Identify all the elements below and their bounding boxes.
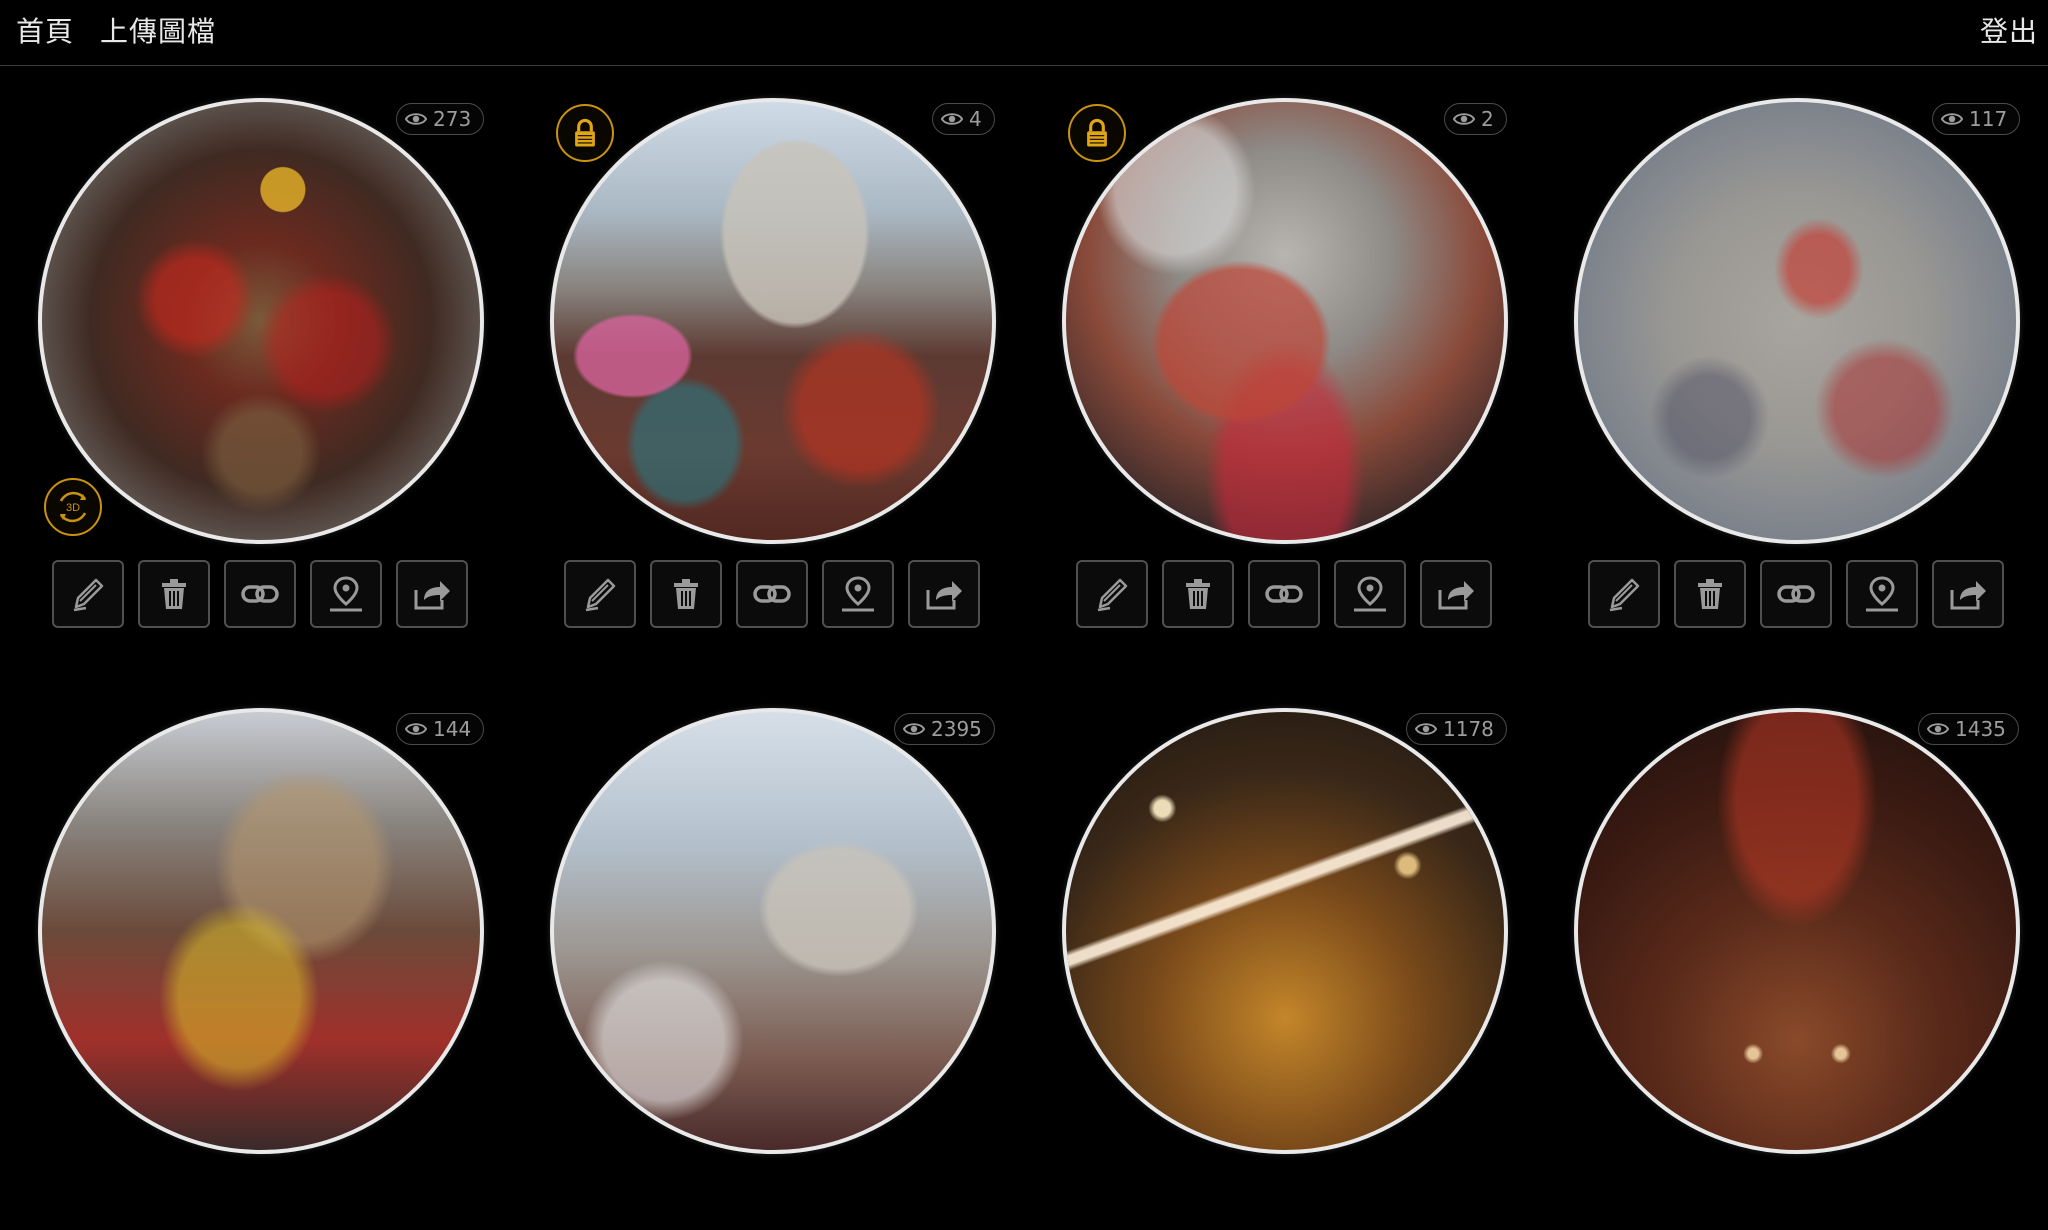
link-button[interactable]	[736, 560, 808, 628]
top-navigation-bar: 首頁 上傳圖檔 登出	[0, 0, 2048, 66]
link-icon	[753, 585, 791, 603]
delete-button[interactable]	[1674, 560, 1746, 628]
private-lock-badge	[556, 104, 614, 162]
trash-icon	[1698, 579, 1722, 609]
delete-button[interactable]	[138, 560, 210, 628]
share-icon	[414, 581, 450, 610]
pen-icon	[1097, 578, 1128, 612]
view-count-badge: 1435	[1918, 713, 2019, 745]
view-count: 1178	[1443, 717, 1494, 741]
panorama-thumbnail[interactable]	[38, 98, 484, 544]
map-pin-icon	[1866, 576, 1898, 612]
view-count: 4	[969, 107, 982, 131]
rotate-3d-icon: 3D	[59, 491, 87, 523]
location-button[interactable]	[1334, 560, 1406, 628]
photo-card: 117	[1536, 0, 2048, 628]
eye-icon	[941, 113, 963, 125]
view-count: 2395	[931, 717, 982, 741]
photo-card: 4	[512, 0, 1024, 628]
panorama-thumbnail[interactable]	[38, 708, 484, 1154]
link-button[interactable]	[1760, 560, 1832, 628]
share-button[interactable]	[396, 560, 468, 628]
3d-badge: 3D	[44, 478, 102, 536]
view-count: 2	[1481, 107, 1494, 131]
share-icon	[1438, 581, 1474, 610]
edit-button[interactable]	[1588, 560, 1660, 628]
photo-card: 2395	[512, 610, 1024, 1230]
map-pin-icon	[330, 576, 362, 612]
panorama-thumbnail[interactable]	[1062, 708, 1508, 1154]
location-button[interactable]	[822, 560, 894, 628]
eye-icon	[1453, 113, 1475, 125]
panorama-thumbnail[interactable]	[550, 98, 996, 544]
share-button[interactable]	[1932, 560, 2004, 628]
link-icon	[1777, 585, 1815, 603]
lock-icon	[1087, 118, 1107, 147]
view-count: 117	[1969, 107, 2008, 131]
share-icon	[926, 581, 962, 610]
3d-label: 3D	[66, 502, 80, 514]
nav-home-link[interactable]: 首頁	[16, 15, 75, 48]
link-button[interactable]	[1248, 560, 1320, 628]
location-button[interactable]	[1846, 560, 1918, 628]
photo-card: 273 3D	[0, 0, 512, 628]
trash-icon	[674, 579, 698, 609]
view-count: 1435	[1955, 717, 2006, 741]
share-button[interactable]	[908, 560, 980, 628]
eye-icon	[1927, 723, 1949, 735]
trash-icon	[1186, 579, 1210, 609]
photo-card: 2	[1024, 0, 1536, 628]
view-count-badge: 4	[932, 103, 995, 135]
view-count-badge: 2	[1444, 103, 1507, 135]
edit-button[interactable]	[1076, 560, 1148, 628]
eye-icon	[903, 723, 925, 735]
view-count: 144	[433, 717, 472, 741]
view-count-badge: 144	[396, 713, 485, 745]
panorama-thumbnail[interactable]	[1574, 98, 2020, 544]
map-pin-icon	[842, 576, 874, 612]
share-button[interactable]	[1420, 560, 1492, 628]
edit-button[interactable]	[564, 560, 636, 628]
eye-icon	[405, 723, 427, 735]
pen-icon	[1609, 578, 1640, 612]
photo-card: 1435	[1536, 610, 2048, 1230]
lock-icon	[575, 118, 595, 147]
view-count-badge: 2395	[894, 713, 995, 745]
view-count-badge: 117	[1932, 103, 2021, 135]
panorama-thumbnail[interactable]	[550, 708, 996, 1154]
view-count: 273	[433, 107, 472, 131]
private-lock-badge	[1068, 104, 1126, 162]
share-icon	[1950, 581, 1986, 610]
panorama-thumbnail[interactable]	[1574, 708, 2020, 1154]
nav-upload-link[interactable]: 上傳圖檔	[100, 15, 217, 48]
location-button[interactable]	[310, 560, 382, 628]
trash-icon	[162, 579, 186, 609]
delete-button[interactable]	[650, 560, 722, 628]
photo-grid: 273 3D 4	[0, 0, 2048, 1154]
delete-button[interactable]	[1162, 560, 1234, 628]
pen-icon	[585, 578, 616, 612]
view-count-badge: 273	[396, 103, 485, 135]
photo-card: 1178	[1024, 610, 1536, 1230]
panorama-thumbnail[interactable]	[1062, 98, 1508, 544]
eye-icon	[1941, 113, 1963, 125]
view-count-badge: 1178	[1406, 713, 1507, 745]
pen-icon	[73, 578, 104, 612]
nav-logout-link[interactable]: 登出	[1979, 15, 2038, 48]
link-icon	[241, 585, 279, 603]
edit-button[interactable]	[52, 560, 124, 628]
eye-icon	[405, 113, 427, 125]
photo-card: 144	[0, 610, 512, 1230]
link-button[interactable]	[224, 560, 296, 628]
link-icon	[1265, 585, 1303, 603]
map-pin-icon	[1354, 576, 1386, 612]
eye-icon	[1415, 723, 1437, 735]
